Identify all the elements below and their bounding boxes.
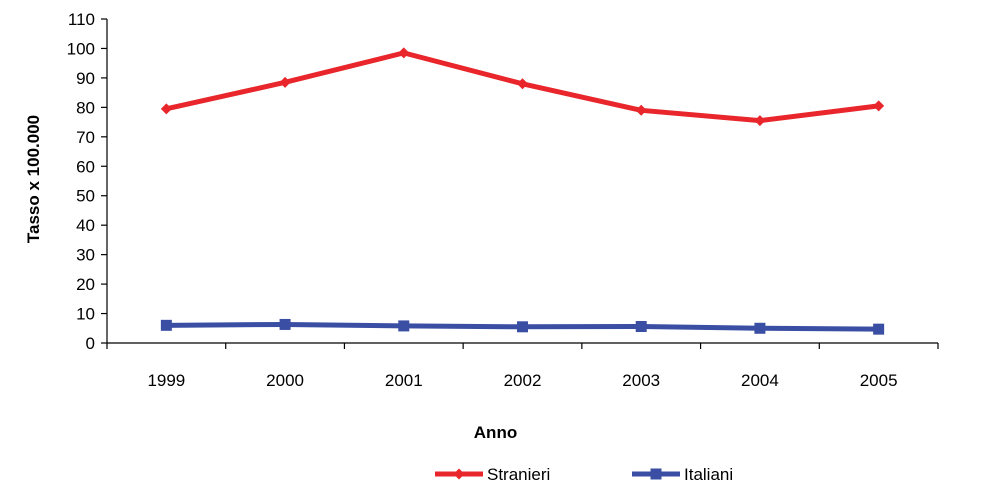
- y-tick-label: 110: [68, 10, 95, 29]
- x-axis-title: Anno: [474, 423, 517, 442]
- data-point: [279, 76, 291, 88]
- data-point: [650, 468, 662, 480]
- axes: [106, 19, 938, 344]
- x-tick-label: 2004: [741, 371, 779, 390]
- legend: Stranieri Italiani: [435, 465, 733, 484]
- data-point: [160, 319, 172, 331]
- y-tick-label: 80: [76, 98, 95, 117]
- data-point: [517, 78, 528, 90]
- data-point: [873, 323, 885, 335]
- legend-label: Italiani: [684, 465, 733, 484]
- data-point: [398, 47, 410, 59]
- data-point: [635, 321, 647, 333]
- data-point: [279, 318, 291, 330]
- x-tick-label: 2005: [860, 371, 898, 390]
- data-point: [873, 100, 885, 112]
- x-tick-label: 2003: [622, 371, 660, 390]
- y-tick-label: 70: [76, 128, 95, 147]
- x-tick-label: 1999: [147, 371, 185, 390]
- y-axis-title: Tasso x 100.000: [24, 115, 43, 243]
- series-italiani: [160, 318, 885, 335]
- x-tick-label: 2000: [266, 371, 304, 390]
- y-tick-label: 20: [76, 275, 95, 294]
- y-tick-label: 40: [76, 216, 95, 235]
- data-point: [635, 104, 647, 116]
- data-point: [754, 322, 766, 334]
- x-tick-label: 2001: [385, 371, 423, 390]
- y-tick-label: 0: [86, 334, 95, 353]
- data-point: [517, 321, 528, 333]
- y-tick-label: 30: [76, 246, 95, 265]
- legend-item-italiani: Italiani: [632, 465, 733, 484]
- y-axis-ticks: 0 10 20 30 40 50 60 70 80 90 100 110: [67, 10, 107, 353]
- x-tick-label: 2002: [504, 371, 542, 390]
- y-tick-label: 100: [67, 39, 95, 58]
- data-point: [453, 468, 465, 480]
- series-stranieri: [160, 47, 885, 127]
- x-axis-ticks: 1999 2000 2001 2002 2003 2004 2005: [106, 343, 939, 390]
- legend-item-stranieri: Stranieri: [435, 465, 550, 484]
- data-point: [398, 320, 410, 332]
- y-tick-label: 60: [76, 157, 95, 176]
- series-layer: [160, 47, 885, 335]
- data-point: [754, 115, 766, 127]
- y-tick-label: 90: [76, 69, 95, 88]
- legend-label: Stranieri: [487, 465, 550, 484]
- y-tick-label: 50: [76, 187, 95, 206]
- y-tick-label: 10: [76, 305, 95, 324]
- data-point: [160, 103, 172, 115]
